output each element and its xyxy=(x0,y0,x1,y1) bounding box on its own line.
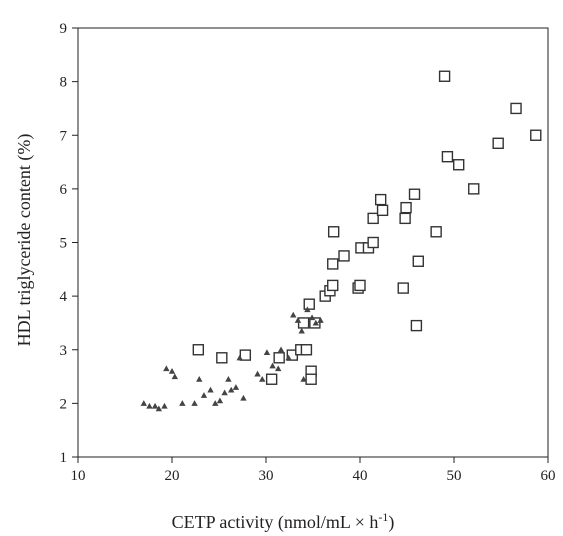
y-tick-label: 8 xyxy=(60,75,68,91)
triangle-point xyxy=(221,389,228,396)
square-point xyxy=(297,317,310,329)
square-point xyxy=(273,352,285,364)
square-point xyxy=(399,212,411,225)
triangle-point xyxy=(277,346,285,353)
square-point xyxy=(192,344,205,356)
triangle-point xyxy=(263,349,271,355)
square-point xyxy=(265,373,278,385)
triangle-point xyxy=(275,365,282,372)
triangle-point xyxy=(236,354,243,361)
square-point xyxy=(397,282,409,294)
triangle-point xyxy=(269,362,276,369)
square-point xyxy=(441,150,454,163)
triangle-point xyxy=(290,311,297,318)
square-point xyxy=(453,159,465,171)
x-axis-title-close: ) xyxy=(388,512,394,533)
triangle-point xyxy=(216,397,224,404)
triangle-point xyxy=(285,354,292,361)
x-axis: 10 20 30 40 50 60 xyxy=(71,457,556,484)
triangle-point xyxy=(254,370,261,377)
triangle-point xyxy=(225,376,232,382)
y-tick-label: 6 xyxy=(60,182,68,198)
x-axis-title-superscript: -1 xyxy=(378,510,388,524)
triangle-point xyxy=(240,394,247,401)
square-point xyxy=(327,258,339,270)
y-tick-label: 2 xyxy=(60,396,68,412)
square-point xyxy=(338,250,350,262)
y-axis-title: HDL triglyceride content (%) xyxy=(14,134,35,347)
triangle-point xyxy=(161,402,168,409)
square-point xyxy=(510,102,522,115)
triangle-point xyxy=(191,400,198,406)
square-point xyxy=(303,298,315,310)
square-point xyxy=(367,212,379,225)
triangle-point xyxy=(196,376,203,382)
square-point xyxy=(408,188,421,200)
square-point xyxy=(430,226,442,238)
square-point xyxy=(216,352,228,364)
square-point xyxy=(300,344,313,356)
y-tick-label: 1 xyxy=(60,450,68,466)
square-point xyxy=(374,193,387,206)
triangle-point xyxy=(200,392,208,398)
triangle-point xyxy=(207,386,214,393)
x-tick-label: 50 xyxy=(447,468,462,484)
triangle-point xyxy=(163,365,170,372)
triangle-point xyxy=(151,402,159,409)
square-point xyxy=(354,279,366,292)
triangle-point xyxy=(304,306,311,313)
y-tick-label: 7 xyxy=(60,128,68,144)
plot-area xyxy=(77,27,549,458)
x-axis-title: CETP activity (nmol/mL × h-1) xyxy=(172,510,395,533)
series-square xyxy=(192,70,542,385)
x-tick-label: 10 xyxy=(71,468,86,484)
x-tick-label: 40 xyxy=(353,468,368,484)
x-tick-label: 30 xyxy=(259,468,274,484)
triangle-point xyxy=(171,373,179,380)
triangle-point xyxy=(232,384,240,390)
triangle-point xyxy=(212,400,219,406)
square-point xyxy=(367,236,379,249)
square-point xyxy=(468,183,480,195)
y-tick-label: 9 xyxy=(60,21,68,37)
square-point xyxy=(327,279,339,292)
square-point xyxy=(400,201,412,214)
y-axis: 1 2 3 4 5 6 7 8 9 xyxy=(60,21,78,466)
triangle-point xyxy=(155,405,163,412)
triangle-point xyxy=(146,402,153,409)
y-tick-label: 3 xyxy=(60,343,68,359)
square-point xyxy=(305,373,317,385)
plot-border xyxy=(77,27,549,458)
x-tick-label: 20 xyxy=(165,468,180,484)
triangle-point xyxy=(259,376,266,382)
triangle-point xyxy=(298,327,305,334)
square-point xyxy=(410,319,423,332)
square-point xyxy=(376,204,389,217)
square-point xyxy=(438,70,451,82)
triangle-point xyxy=(294,317,302,323)
square-point xyxy=(492,137,504,149)
triangle-point xyxy=(140,400,147,406)
y-tick-label: 5 xyxy=(60,236,68,252)
triangle-point xyxy=(179,400,186,406)
y-tick-label: 4 xyxy=(60,289,68,305)
triangle-point xyxy=(308,314,316,321)
triangle-point xyxy=(228,386,235,393)
triangle-point xyxy=(312,319,320,326)
x-tick-label: 60 xyxy=(541,468,556,484)
square-point xyxy=(412,255,424,267)
series-triangle xyxy=(140,306,324,412)
square-point xyxy=(327,226,340,238)
triangle-point xyxy=(317,317,324,323)
triangle-point xyxy=(168,368,176,374)
square-point xyxy=(239,349,252,361)
data-points xyxy=(140,70,542,412)
square-point xyxy=(530,129,542,141)
triangle-point xyxy=(300,376,307,382)
x-axis-title-main: CETP activity (nmol/mL × h xyxy=(172,512,379,533)
